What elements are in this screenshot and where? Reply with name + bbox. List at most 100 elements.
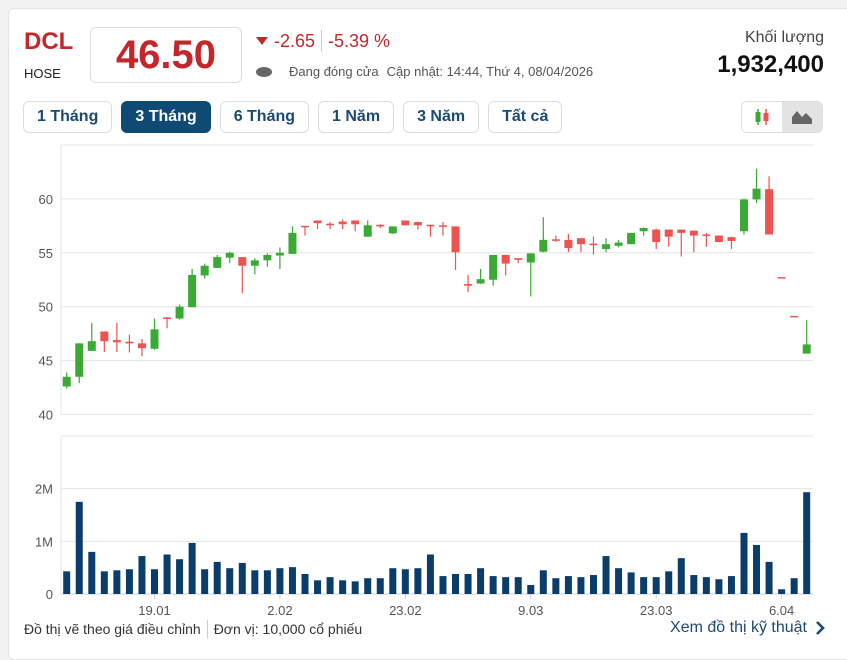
volume-bar [75,501,83,594]
volume-bar [364,578,372,594]
volume-bar [803,492,811,594]
price-tick-label: 50 [39,300,53,315]
volume-bar [627,572,635,594]
candlestick-icon [755,109,769,125]
volume-bar [690,575,698,594]
price-tick-label: 60 [39,192,53,207]
volume-tick-label: 0 [46,587,53,602]
technical-chart-link-label: Xem đồ thị kỹ thuật [670,619,807,636]
current-price: 46.50 [90,27,242,83]
candle-body [313,220,322,224]
volume-bar [753,545,761,594]
candle-body [476,279,485,284]
x-tick-label: 9.03 [518,603,543,618]
volume-bar [301,573,309,594]
volume-bar [351,581,359,594]
x-tick-label: 23.02 [389,603,422,618]
volume-bar [150,569,158,594]
volume-bar [288,567,296,594]
volume-bar [238,562,246,594]
volume-value: 1,932,400 [717,51,824,78]
candle-body [664,229,673,237]
candle-body [464,284,473,286]
candle-body [376,224,385,227]
technical-chart-link[interactable]: Xem đồ thị kỹ thuật [670,619,825,637]
candle-body [802,344,811,354]
candle-body [137,343,146,349]
tab-1-year[interactable]: 1 Năm [318,101,395,133]
tab-1-month[interactable]: 1 Tháng [23,101,113,133]
price-tick-label: 45 [39,354,53,369]
volume-bar [138,556,146,594]
candle-body [338,221,347,225]
volume-bar [63,571,71,594]
market-status: Đang đóng cửa Cập nhật: 14:44, Thứ 4, 08… [256,64,593,79]
adjusted-price-note: Đồ thị vẽ theo giá điều chỉnh [24,621,201,637]
candle-body [777,277,786,279]
candle-body [451,226,460,253]
volume-tick-label: 2M [35,482,53,497]
chevron-right-icon [816,621,825,635]
candlestick-button[interactable] [742,102,782,132]
tab-3-months[interactable]: 3 Tháng [121,101,211,133]
volume-bar [125,569,133,594]
area-chart-icon [792,111,812,124]
volume-bar [226,568,234,594]
candle-body [739,199,748,232]
volume-bar [263,570,271,594]
candle-body [602,244,611,250]
candle-body [438,225,447,227]
candle-body [301,225,310,228]
status-text: Đang đóng cửa [289,64,379,79]
candle-body [627,232,636,245]
candle-body [752,188,761,200]
candle-body [413,222,422,226]
x-tick-label: 19.01 [138,603,171,618]
candle-body [489,254,498,280]
volume-bar [702,577,710,594]
area-chart-button[interactable] [782,102,822,132]
volume-bar [376,578,384,594]
candle-body [351,220,360,225]
volume-bar [677,558,685,594]
x-tick-label: 2.02 [267,603,292,618]
exchange-label: HOSE [24,66,61,81]
candle-body [765,189,774,235]
volume-bar [615,568,623,594]
volume-bar [439,576,447,594]
candle-body [589,243,598,246]
volume-bar [314,580,322,594]
volume-bar [88,551,96,594]
volume-bar [715,579,723,594]
volume-bar [176,559,184,594]
volume-bar [163,554,171,594]
volume-bar [414,568,422,594]
candle-body [263,254,272,261]
range-tabs: 1 Tháng 3 Tháng 6 Tháng 1 Năm 3 Năm Tất … [23,101,563,133]
candle-body [401,220,410,226]
volume-bar [502,577,510,594]
candle-body [363,225,372,237]
candle-body [551,239,560,241]
volume-bar [477,568,485,594]
volume-bar [514,577,522,594]
candle-body [576,238,585,245]
volume-bar [326,577,334,594]
candle-body [652,229,661,243]
volume-bar [727,576,735,594]
volume-bar [389,568,397,594]
volume-label: Khối lượng [744,29,824,46]
tab-3-years[interactable]: 3 Năm [403,101,480,133]
candle-body [564,239,573,248]
candle-body [213,257,222,268]
volume-bar [765,561,773,594]
volume-bar [251,570,259,594]
tab-all[interactable]: Tất cả [488,101,563,133]
volume-bar [489,576,497,594]
price-tick-label: 55 [39,246,53,261]
tab-6-months[interactable]: 6 Tháng [219,101,310,133]
volume-bar [640,577,648,594]
candle-body [100,331,109,342]
volume-bar [339,580,347,594]
volume-bar [790,578,798,594]
